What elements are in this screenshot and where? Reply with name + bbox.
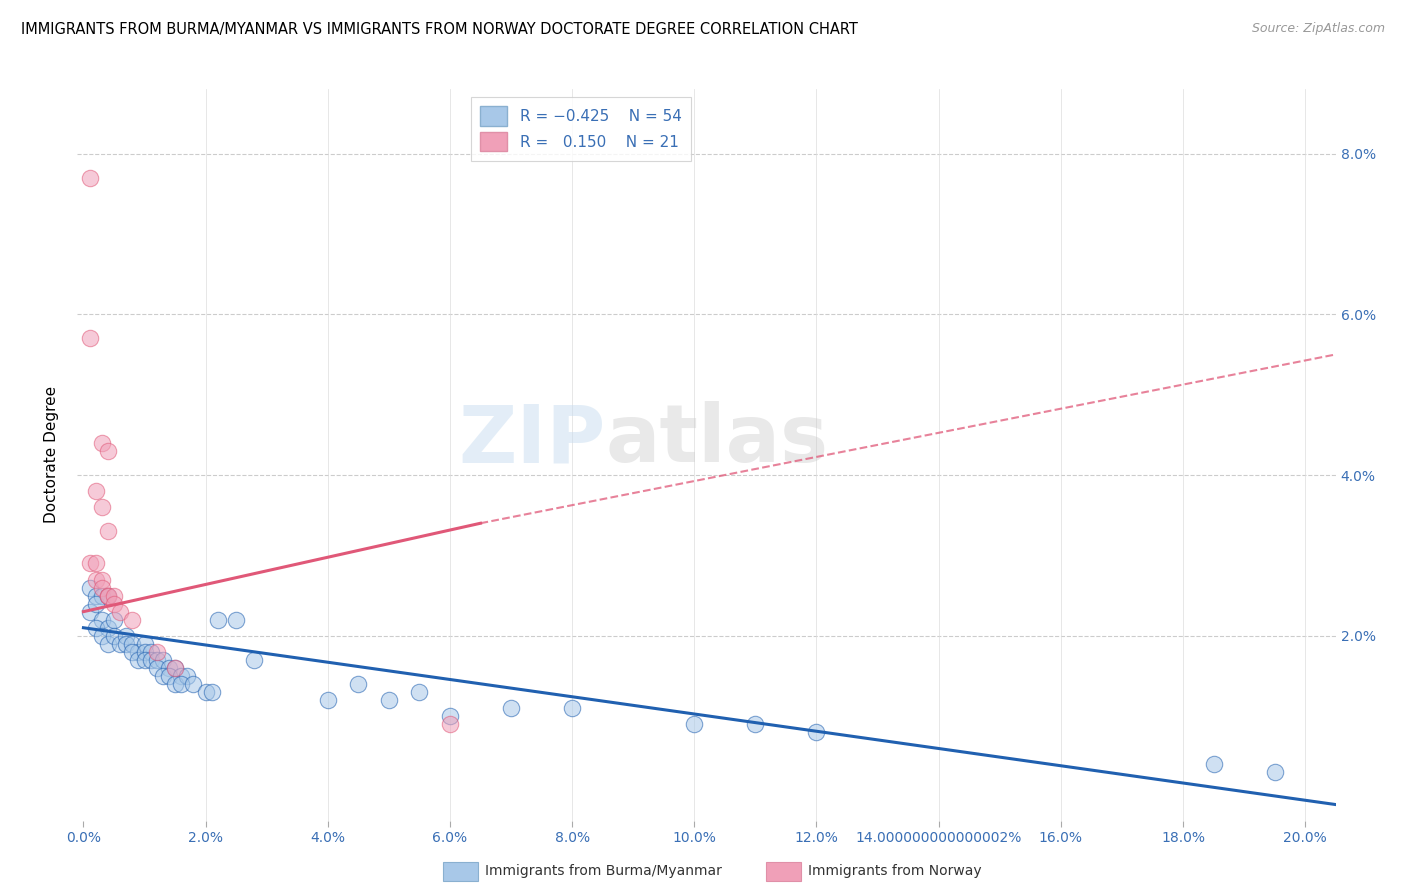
Point bbox=[134, 637, 156, 651]
Point bbox=[84, 597, 107, 611]
Point bbox=[145, 653, 167, 667]
Point bbox=[121, 613, 143, 627]
Point bbox=[103, 597, 125, 611]
Point bbox=[157, 669, 180, 683]
Point bbox=[103, 589, 125, 603]
Point bbox=[134, 645, 156, 659]
Point bbox=[157, 661, 180, 675]
Point bbox=[152, 669, 174, 683]
Point bbox=[84, 589, 107, 603]
Point bbox=[1264, 765, 1286, 780]
Point bbox=[165, 661, 187, 675]
Point bbox=[499, 701, 522, 715]
Point bbox=[103, 629, 125, 643]
Point bbox=[139, 653, 162, 667]
Point bbox=[165, 661, 187, 675]
Point bbox=[127, 653, 149, 667]
Point bbox=[79, 557, 101, 571]
Text: IMMIGRANTS FROM BURMA/MYANMAR VS IMMIGRANTS FROM NORWAY DOCTORATE DEGREE CORRELA: IMMIGRANTS FROM BURMA/MYANMAR VS IMMIGRA… bbox=[21, 22, 858, 37]
Point bbox=[90, 573, 112, 587]
Point bbox=[79, 331, 101, 345]
Point bbox=[347, 677, 370, 691]
Point bbox=[97, 589, 120, 603]
Point bbox=[439, 709, 461, 723]
Point bbox=[165, 677, 187, 691]
Point bbox=[408, 685, 430, 699]
Point bbox=[90, 435, 112, 450]
Point bbox=[744, 717, 766, 731]
Text: ZIP: ZIP bbox=[458, 401, 606, 479]
Point bbox=[97, 524, 120, 539]
Point bbox=[183, 677, 205, 691]
Point bbox=[97, 443, 120, 458]
Point bbox=[97, 621, 120, 635]
Y-axis label: Doctorate Degree: Doctorate Degree bbox=[44, 386, 59, 524]
Point bbox=[97, 637, 120, 651]
Point bbox=[201, 685, 224, 699]
Point bbox=[90, 500, 112, 515]
Point bbox=[108, 637, 131, 651]
Point bbox=[90, 589, 112, 603]
Point bbox=[683, 717, 706, 731]
Point bbox=[1202, 757, 1225, 772]
Point bbox=[145, 661, 167, 675]
Point bbox=[90, 613, 112, 627]
Point bbox=[225, 613, 247, 627]
Point bbox=[121, 645, 143, 659]
Point bbox=[243, 653, 266, 667]
Point bbox=[79, 170, 101, 185]
Point bbox=[97, 589, 120, 603]
Point bbox=[134, 653, 156, 667]
Point bbox=[194, 685, 217, 699]
Point bbox=[316, 693, 339, 707]
Point bbox=[108, 605, 131, 619]
Point bbox=[84, 484, 107, 499]
Point bbox=[84, 573, 107, 587]
Point bbox=[152, 653, 174, 667]
Point bbox=[378, 693, 401, 707]
Point bbox=[97, 589, 120, 603]
Point bbox=[79, 581, 101, 595]
Point bbox=[207, 613, 229, 627]
Point bbox=[84, 557, 107, 571]
Point bbox=[90, 629, 112, 643]
Point bbox=[176, 669, 198, 683]
Point bbox=[139, 645, 162, 659]
Point bbox=[121, 637, 143, 651]
Legend: R = −0.425    N = 54, R =   0.150    N = 21: R = −0.425 N = 54, R = 0.150 N = 21 bbox=[471, 97, 690, 161]
Point bbox=[84, 621, 107, 635]
Point bbox=[115, 629, 138, 643]
Point bbox=[79, 605, 101, 619]
Point bbox=[439, 717, 461, 731]
Point bbox=[170, 677, 193, 691]
Point bbox=[145, 645, 167, 659]
Point bbox=[127, 645, 149, 659]
Point bbox=[561, 701, 583, 715]
Point bbox=[103, 613, 125, 627]
Point bbox=[90, 581, 112, 595]
Point bbox=[170, 669, 193, 683]
Text: Source: ZipAtlas.com: Source: ZipAtlas.com bbox=[1251, 22, 1385, 36]
Point bbox=[806, 725, 828, 739]
Text: Immigrants from Norway: Immigrants from Norway bbox=[808, 864, 981, 879]
Text: Immigrants from Burma/Myanmar: Immigrants from Burma/Myanmar bbox=[485, 864, 721, 879]
Text: atlas: atlas bbox=[606, 401, 830, 479]
Point bbox=[115, 637, 138, 651]
